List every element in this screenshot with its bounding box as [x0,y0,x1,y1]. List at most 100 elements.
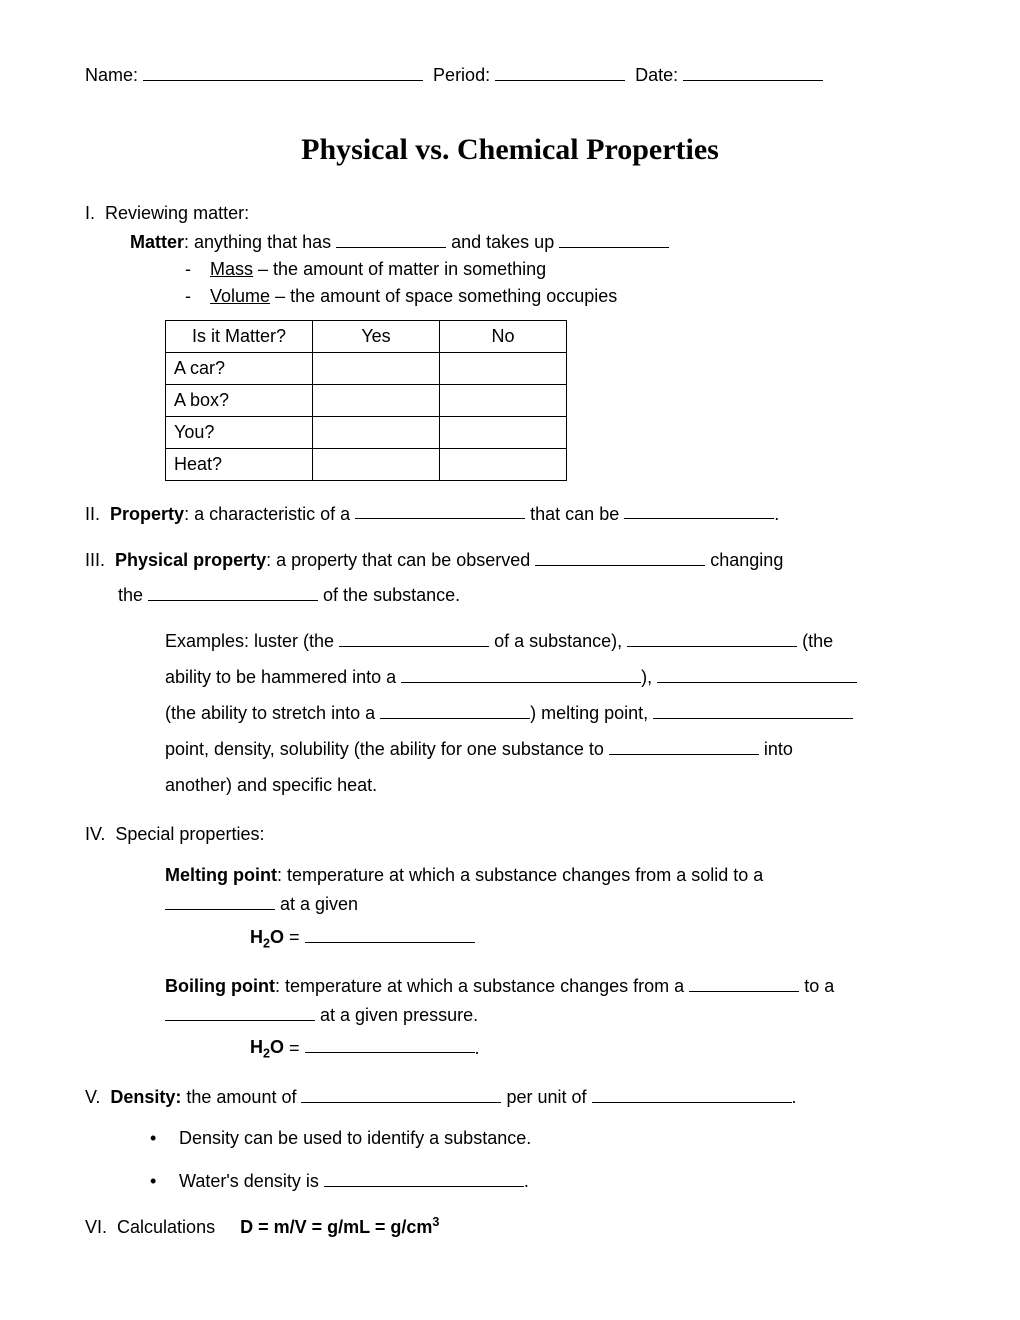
boil-2: to a [799,976,834,996]
density-1: the amount of [181,1087,301,1107]
section-3: III. Physical property: a property that … [85,545,935,803]
matter-no-cell[interactable] [440,448,567,480]
ex-6: (the ability to stretch into a [165,703,380,723]
ex-blank-1[interactable] [339,626,489,647]
matter-blank-2[interactable] [559,227,669,248]
ex-3: (the [797,631,833,651]
ex-1: Examples: luster (the [165,631,339,651]
section-5: V. Density: the amount of per unit of . … [85,1082,935,1195]
ex-blank-6[interactable] [653,698,853,719]
ex-4: ability to be hammered into a [165,667,401,687]
matter-def-1: : anything that has [184,232,336,252]
property-blank-1[interactable] [355,499,525,520]
physical-term: Physical property [115,550,266,570]
section-4-heading: Special properties: [115,824,264,844]
property-blank-2[interactable] [624,499,774,520]
bullet2-a: Water's density is [179,1171,324,1191]
section-4-num: IV. [85,824,105,844]
ex-blank-4[interactable] [657,662,857,683]
melt-blank-1[interactable] [165,889,275,910]
table-row: A box? [166,384,567,416]
phys-blank-2[interactable] [148,580,318,601]
table-row: You? [166,416,567,448]
phys-blank-1[interactable] [535,545,705,566]
ex-blank-7[interactable] [609,734,759,755]
h2o-boiling: H2O = . [250,1033,935,1064]
mass-term: Mass [210,259,253,279]
h2o-eq2: = [284,1037,305,1057]
water-density-blank[interactable] [324,1166,524,1187]
property-text-3: . [774,503,779,523]
property-text-2: that can be [525,503,624,523]
matter-table-h1: Is it Matter? [166,320,313,352]
density-bullet-2: Water's density is . [150,1166,935,1195]
h2o-h: H [250,927,263,947]
ex-5: ), [641,667,657,687]
matter-no-cell[interactable] [440,416,567,448]
matter-no-cell[interactable] [440,352,567,384]
boiling-term: Boiling point [165,976,275,996]
ex-blank-2[interactable] [627,626,797,647]
boil-blank-2[interactable] [165,1000,315,1021]
density-blank-2[interactable] [592,1082,792,1103]
melting-term: Melting point [165,865,277,885]
matter-yes-cell[interactable] [313,416,440,448]
section-2-num: II. [85,503,100,523]
section-3-num: III. [85,550,105,570]
h2o-sub2: 2 [263,1047,270,1061]
date-label: Date: [635,65,678,85]
name-blank[interactable] [143,60,423,81]
boil-1: : temperature at which a substance chang… [275,976,689,996]
section-4: IV. Special properties: Melting point: t… [85,821,935,1064]
density-bullet-1: Density can be used to identify a substa… [150,1125,935,1152]
period-blank[interactable] [495,60,625,81]
ex-7: ) melting point, [530,703,653,723]
density-term: Density: [110,1087,181,1107]
phys-text-2: changing [705,550,783,570]
melting-point-block: Melting point: temperature at which a su… [165,862,935,918]
section-6: VI. Calculations D = m/V = g/mL = g/cm3 [85,1213,935,1241]
date-blank[interactable] [683,60,823,81]
matter-yes-cell[interactable] [313,384,440,416]
phys-text-4: of the substance. [318,585,460,605]
page-title: Physical vs. Chemical Properties [85,127,935,172]
property-term: Property [110,503,184,523]
section-1-num: I. [85,203,95,223]
ex-blank-3[interactable] [401,662,641,683]
matter-yes-cell[interactable] [313,352,440,384]
matter-def-2: and takes up [446,232,559,252]
section-6-heading: Calculations [117,1217,215,1237]
matter-no-cell[interactable] [440,384,567,416]
volume-row: Volume – the amount of space something o… [185,283,935,310]
section-1-heading: Reviewing matter: [105,203,249,223]
matter-yes-cell[interactable] [313,448,440,480]
ex-blank-5[interactable] [380,698,530,719]
ex-2: of a substance), [489,631,627,651]
boil-3: at a given pressure. [315,1005,478,1025]
volume-term: Volume [210,286,270,306]
density-3: . [792,1087,797,1107]
h2o-h2: H [250,1037,263,1057]
matter-blank-1[interactable] [336,227,446,248]
table-row: A car? [166,352,567,384]
matter-table: Is it Matter? Yes No A car? A box? You? … [165,320,567,481]
boil-blank-1[interactable] [689,971,799,992]
h2o-melting: H2O = [250,922,935,953]
h2o-boil-blank[interactable] [305,1033,475,1054]
h2o-o: O [270,927,284,947]
ex-10: another) and specific heat. [165,775,377,795]
density-blank-1[interactable] [301,1082,501,1103]
name-label: Name: [85,65,138,85]
melt-2: at a given [275,894,358,914]
h2o-melt-blank[interactable] [305,922,475,943]
matter-term: Matter [130,232,184,252]
mass-def: – the amount of matter in something [253,259,546,279]
phys-text-1: : a property that can be observed [266,550,535,570]
matter-q: A box? [166,384,313,416]
property-text-1: : a characteristic of a [184,503,355,523]
matter-table-h2: Yes [313,320,440,352]
period-label: Period: [433,65,490,85]
h2o-period: . [475,1037,480,1057]
formula-a: D = m/V = g/mL = g/cm [240,1217,432,1237]
bullet2-b: . [524,1171,529,1191]
